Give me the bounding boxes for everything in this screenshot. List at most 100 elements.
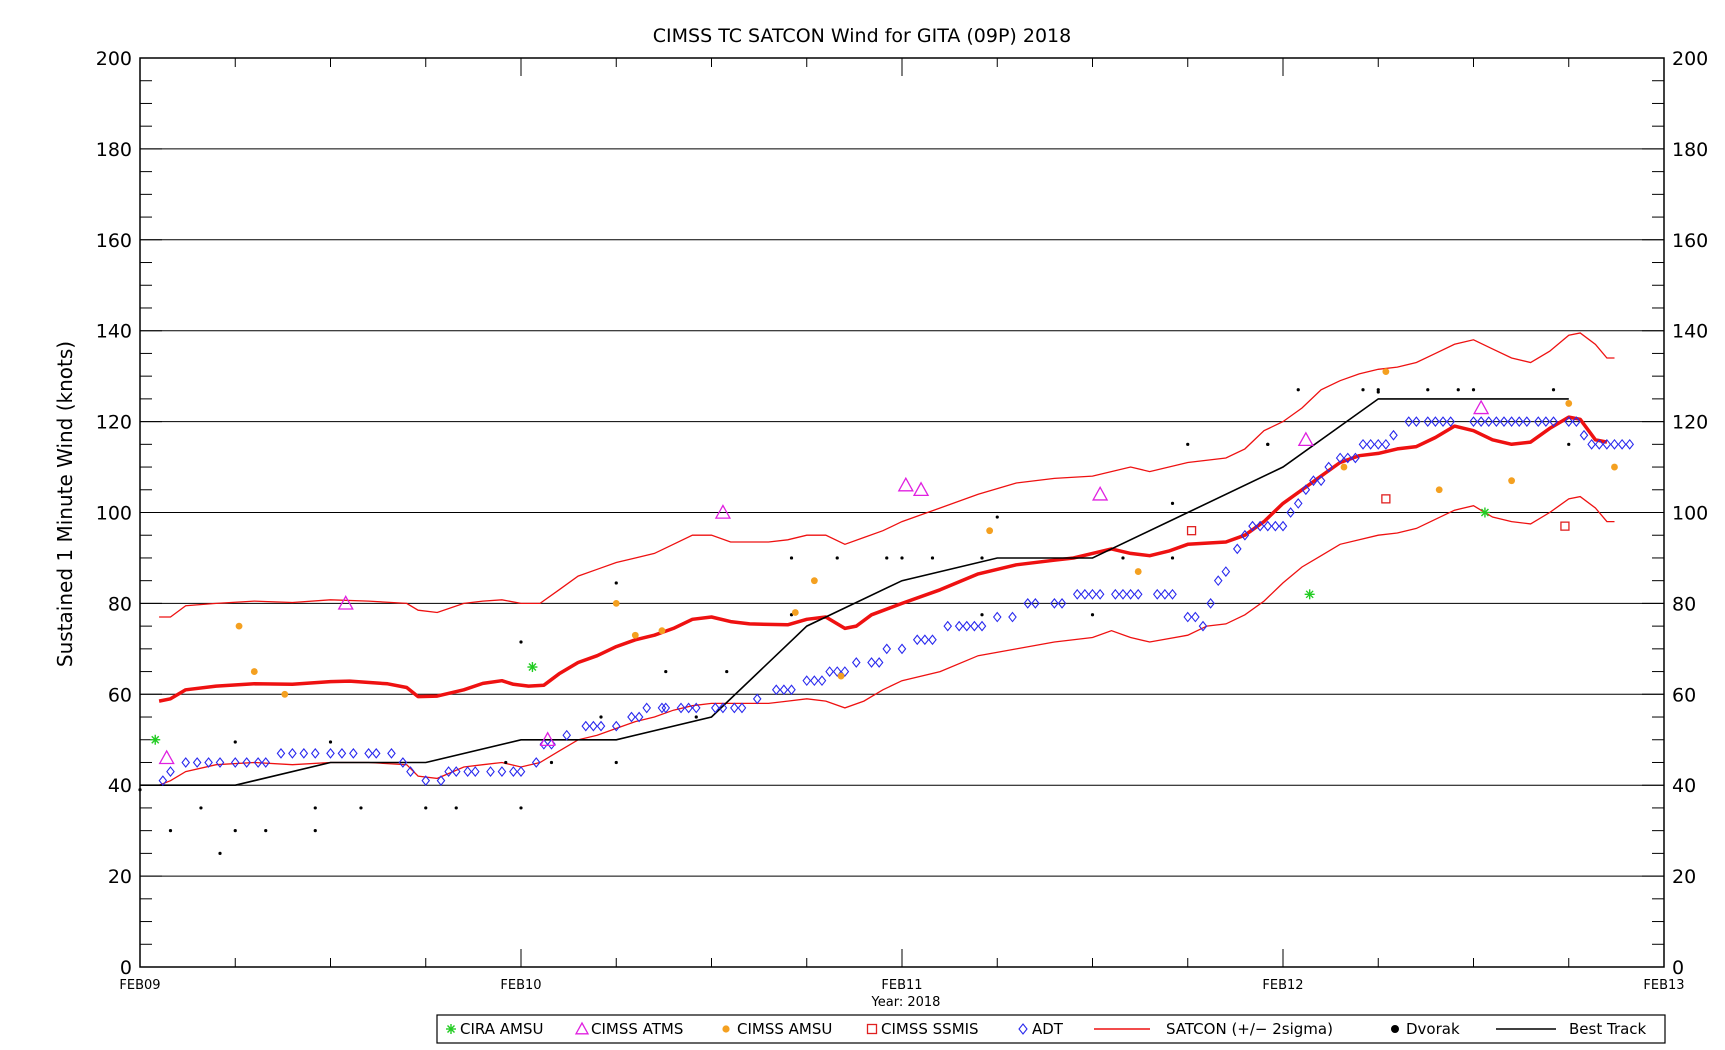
adt-point xyxy=(1507,416,1516,427)
dvorak-point xyxy=(694,715,698,719)
dvorak-point xyxy=(614,760,618,765)
adt-point xyxy=(1492,416,1501,427)
adt-point xyxy=(912,634,922,646)
dvorak-point xyxy=(199,806,203,810)
dvorak-point xyxy=(454,806,458,810)
cimss-atms-point xyxy=(912,481,930,497)
adt-point xyxy=(730,702,739,714)
y-tick-label-left: 20 xyxy=(108,866,132,888)
adt-point xyxy=(451,766,461,777)
adt-point xyxy=(1366,438,1375,450)
cimss-amsu-point xyxy=(1435,486,1443,494)
dvorak-point xyxy=(233,740,237,744)
dvorak-point xyxy=(549,760,554,765)
cimss-atms-point xyxy=(1092,485,1109,501)
cimss-ssmis-point xyxy=(1381,494,1391,504)
dvorak-point xyxy=(1266,442,1270,446)
adt-point xyxy=(1248,520,1257,532)
dvorak-point xyxy=(328,740,333,744)
cimss-atms-point xyxy=(1473,399,1490,415)
adt-point xyxy=(364,748,373,759)
adt-point xyxy=(1293,498,1303,509)
cimss-amsu-point xyxy=(281,690,289,698)
adt-point xyxy=(1358,438,1368,450)
x-tick-label: FEB12 xyxy=(1262,978,1303,993)
legend-label-cimss_atms: CIMSS ATMS xyxy=(591,1020,683,1038)
adt-point xyxy=(1549,416,1558,427)
adt-point xyxy=(810,675,819,687)
adt-point xyxy=(1160,588,1170,600)
dvorak-point xyxy=(789,556,794,560)
adt-point xyxy=(737,702,747,714)
adt-point xyxy=(463,766,472,777)
adt-point xyxy=(444,766,453,777)
adt-point xyxy=(1564,416,1574,427)
adt-point xyxy=(1118,588,1128,600)
dvorak-point xyxy=(1456,388,1460,392)
adt-point xyxy=(1594,438,1604,450)
adt-point xyxy=(691,702,701,714)
cimss-amsu-point xyxy=(631,631,639,639)
cimss-amsu-point xyxy=(658,627,666,635)
adt-point xyxy=(261,757,271,768)
y-tick-label-left: 200 xyxy=(96,48,132,70)
satcon-upper-bound-line xyxy=(159,332,1615,618)
dvorak-point xyxy=(1471,388,1476,392)
dvorak-point xyxy=(980,556,984,560)
adt-point xyxy=(611,720,621,732)
adt-point xyxy=(531,757,541,768)
y-tick-label-right: 60 xyxy=(1672,684,1696,706)
adt-point xyxy=(752,693,762,705)
adt-point xyxy=(1389,429,1398,441)
adt-point xyxy=(970,620,979,632)
dvorak-point xyxy=(1567,442,1571,446)
adt-point xyxy=(1617,438,1627,450)
adt-point xyxy=(1522,416,1532,427)
chart-title: CIMSS TC SATCON Wind for GITA (09P) 2018 xyxy=(653,25,1071,47)
adt-point xyxy=(1610,438,1619,450)
dvorak-point xyxy=(424,806,428,810)
series-lines xyxy=(140,332,1615,787)
adt-point xyxy=(299,748,309,759)
y-tick-label-right: 120 xyxy=(1672,412,1708,434)
adt-point xyxy=(1072,588,1082,600)
adt-point xyxy=(1301,484,1311,496)
y-tick-label-right: 0 xyxy=(1672,957,1684,979)
dvorak-point xyxy=(1376,390,1380,394)
adt-point xyxy=(1602,438,1612,450)
adt-point xyxy=(1309,475,1318,487)
y-tick-label-right: 160 xyxy=(1672,230,1708,252)
dvorak-point xyxy=(1186,442,1190,446)
y-tick-label-right: 200 xyxy=(1672,48,1708,70)
adt-point xyxy=(406,766,415,777)
adt-point xyxy=(867,657,876,668)
cimss-amsu-point xyxy=(250,668,258,675)
dvorak-point xyxy=(725,669,729,674)
cimss-amsu-point xyxy=(1611,463,1618,471)
adt-point xyxy=(962,620,972,632)
adt-point xyxy=(661,702,671,714)
dvorak-point xyxy=(264,829,268,833)
adt-point xyxy=(310,748,320,759)
adt-point xyxy=(288,748,297,759)
dvorak-point xyxy=(1170,501,1175,506)
adt-point xyxy=(1381,438,1391,450)
dvorak-point xyxy=(1376,388,1380,392)
dvorak-point xyxy=(900,556,904,560)
adt-point xyxy=(1476,416,1486,427)
adt-point xyxy=(1514,416,1524,427)
adt-point xyxy=(181,757,191,768)
adt-point xyxy=(832,666,842,677)
adt-point xyxy=(779,684,789,696)
dvorak-point xyxy=(835,556,839,560)
series-markers xyxy=(138,368,1635,855)
y-tick-label-left: 60 xyxy=(108,684,132,706)
dvorak-point xyxy=(664,669,668,674)
legend-label-best_track: Best Track xyxy=(1569,1020,1647,1038)
adt-point xyxy=(684,702,693,714)
cimss-amsu-point xyxy=(1340,463,1348,471)
adt-point xyxy=(1263,520,1273,532)
y-tick-label-left: 80 xyxy=(108,593,132,615)
cira-amsu-point xyxy=(150,734,161,745)
